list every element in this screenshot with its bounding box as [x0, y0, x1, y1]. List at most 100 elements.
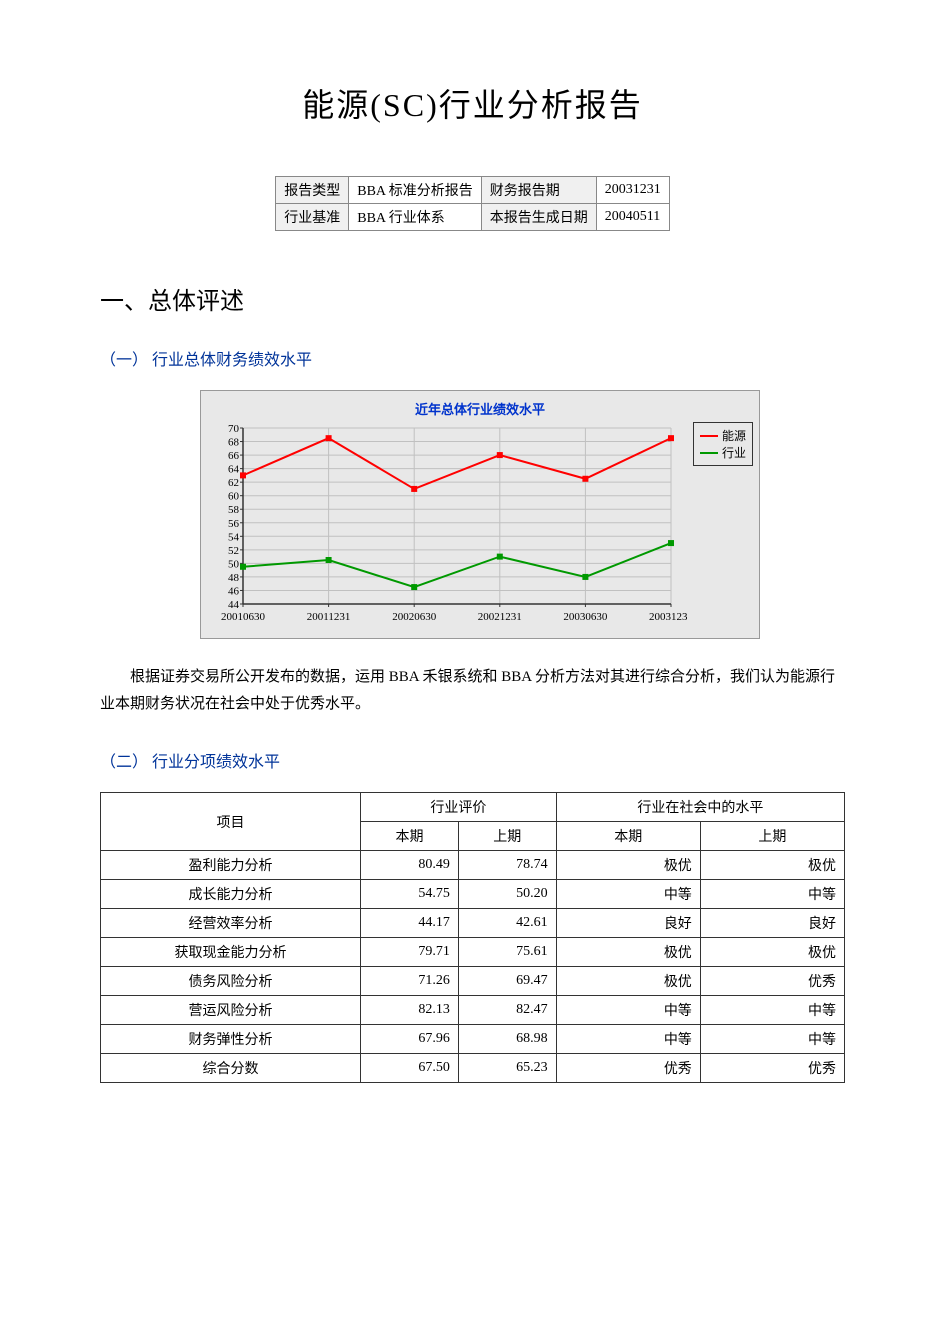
row-level-cur: 优秀: [556, 1054, 700, 1083]
row-name: 获取现金能力分析: [101, 938, 361, 967]
svg-text:20020630: 20020630: [392, 611, 437, 623]
meta-value: BBA 标准分析报告: [349, 177, 482, 204]
row-prev: 42.61: [458, 909, 556, 938]
table-row: 债务风险分析71.2669.47极优优秀: [101, 967, 845, 996]
table-header-lcur: 本期: [556, 822, 700, 851]
svg-text:58: 58: [228, 504, 240, 516]
row-level-cur: 中等: [556, 1025, 700, 1054]
svg-text:64: 64: [228, 464, 240, 476]
svg-text:60: 60: [228, 491, 240, 503]
meta-label: 行业基准: [276, 204, 349, 231]
report-title: 能源(SC)行业分析报告: [100, 80, 845, 126]
row-level-prev: 优秀: [700, 1054, 844, 1083]
svg-text:52: 52: [228, 545, 239, 557]
legend-swatch: [700, 435, 718, 437]
chart-title: 近年总体行业绩效水平: [207, 397, 753, 422]
table-header-level: 行业在社会中的水平: [556, 793, 844, 822]
subsection-heading-1-1: （一） 行业总体财务绩效水平: [100, 346, 845, 370]
svg-text:20021231: 20021231: [478, 611, 522, 623]
row-cur: 82.13: [361, 996, 459, 1025]
chart-legend: 能源行业: [693, 422, 753, 466]
row-level-prev: 良好: [700, 909, 844, 938]
performance-table: 项目 行业评价 行业在社会中的水平 本期 上期 本期 上期 盈利能力分析80.4…: [100, 792, 845, 1083]
row-prev: 75.61: [458, 938, 556, 967]
svg-text:66: 66: [228, 450, 240, 462]
svg-text:20030630: 20030630: [563, 611, 608, 623]
meta-value: BBA 行业体系: [349, 204, 482, 231]
row-prev: 68.98: [458, 1025, 556, 1054]
row-level-prev: 中等: [700, 996, 844, 1025]
row-cur: 67.96: [361, 1025, 459, 1054]
meta-value: 20031231: [596, 177, 669, 204]
table-header-item: 项目: [101, 793, 361, 851]
svg-text:70: 70: [228, 423, 240, 435]
row-level-cur: 极优: [556, 967, 700, 996]
row-name: 盈利能力分析: [101, 851, 361, 880]
table-row: 成长能力分析54.7550.20中等中等: [101, 880, 845, 909]
row-cur: 79.71: [361, 938, 459, 967]
meta-label: 财务报告期: [481, 177, 596, 204]
row-cur: 44.17: [361, 909, 459, 938]
row-cur: 67.50: [361, 1054, 459, 1083]
svg-text:20011231: 20011231: [307, 611, 351, 623]
row-level-cur: 极优: [556, 938, 700, 967]
svg-text:20010630: 20010630: [221, 611, 266, 623]
table-header-lprev: 上期: [700, 822, 844, 851]
row-level-cur: 极优: [556, 851, 700, 880]
row-cur: 80.49: [361, 851, 459, 880]
row-name: 财务弹性分析: [101, 1025, 361, 1054]
table-row: 财务弹性分析67.9668.98中等中等: [101, 1025, 845, 1054]
chart-svg: 44 4648 5052 5456 5860 6264 6668 70 20010630 2001…: [207, 422, 687, 632]
row-name: 营运风险分析: [101, 996, 361, 1025]
table-row: 获取现金能力分析79.7175.61极优极优: [101, 938, 845, 967]
row-level-prev: 极优: [700, 851, 844, 880]
row-level-prev: 优秀: [700, 967, 844, 996]
table-row: 经营效率分析44.1742.61良好良好: [101, 909, 845, 938]
row-level-cur: 中等: [556, 996, 700, 1025]
svg-text:54: 54: [228, 531, 240, 543]
legend-label: 能源: [722, 427, 746, 444]
svg-text:56: 56: [228, 518, 240, 530]
svg-text:44: 44: [228, 599, 240, 611]
table-row: 营运风险分析82.1382.47中等中等: [101, 996, 845, 1025]
legend-label: 行业: [722, 444, 746, 461]
svg-text:68: 68: [228, 437, 240, 449]
row-name: 债务风险分析: [101, 967, 361, 996]
subsection-heading-1-2: （二） 行业分项绩效水平: [100, 748, 845, 772]
svg-text:50: 50: [228, 558, 240, 570]
table-row: 盈利能力分析80.4978.74极优极优: [101, 851, 845, 880]
table-header-prev: 上期: [458, 822, 556, 851]
meta-label: 报告类型: [276, 177, 349, 204]
legend-item: 行业: [700, 444, 746, 461]
svg-text:46: 46: [228, 585, 240, 597]
row-prev: 65.23: [458, 1054, 556, 1083]
meta-value: 20040511: [596, 204, 669, 231]
row-prev: 82.47: [458, 996, 556, 1025]
row-level-prev: 中等: [700, 1025, 844, 1054]
row-name: 综合分数: [101, 1054, 361, 1083]
table-header-eval: 行业评价: [361, 793, 557, 822]
row-cur: 71.26: [361, 967, 459, 996]
row-name: 成长能力分析: [101, 880, 361, 909]
row-prev: 50.20: [458, 880, 556, 909]
svg-text:62: 62: [228, 477, 239, 489]
table-row: 综合分数67.5065.23优秀优秀: [101, 1054, 845, 1083]
row-level-prev: 中等: [700, 880, 844, 909]
svg-text:48: 48: [228, 572, 240, 584]
row-cur: 54.75: [361, 880, 459, 909]
row-name: 经营效率分析: [101, 909, 361, 938]
meta-label: 本报告生成日期: [481, 204, 596, 231]
performance-chart: 近年总体行业绩效水平 44 4648 5052 5456 5860 6264 6668 70 2…: [200, 390, 760, 639]
row-level-prev: 极优: [700, 938, 844, 967]
row-level-cur: 良好: [556, 909, 700, 938]
summary-paragraph: 根据证券交易所公开发布的数据，运用 BBA 禾银系统和 BBA 分析方法对其进行…: [100, 664, 845, 718]
svg-text:20031231: 20031231: [649, 611, 687, 623]
section-heading-1: 一、总体评述: [100, 281, 845, 316]
legend-swatch: [700, 452, 718, 454]
meta-table: 报告类型 BBA 标准分析报告 财务报告期 20031231 行业基准 BBA …: [275, 176, 670, 231]
row-prev: 69.47: [458, 967, 556, 996]
row-level-cur: 中等: [556, 880, 700, 909]
table-header-cur: 本期: [361, 822, 459, 851]
row-prev: 78.74: [458, 851, 556, 880]
legend-item: 能源: [700, 427, 746, 444]
